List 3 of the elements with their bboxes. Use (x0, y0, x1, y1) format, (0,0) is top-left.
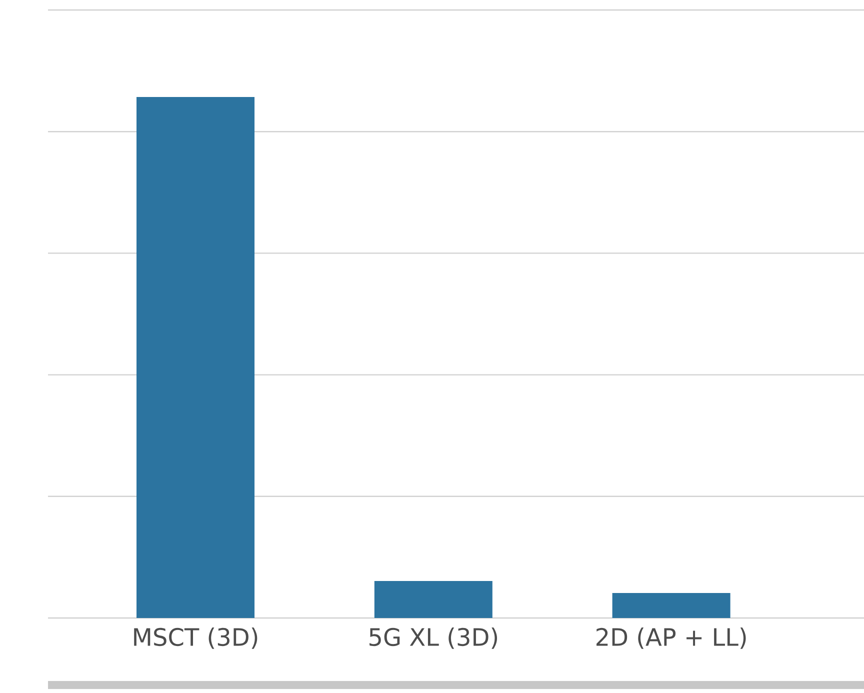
x-tick-label: 2D (AP + LL) (596, 628, 746, 649)
x-tick-label: MSCT (3D) (134, 628, 258, 649)
x-tick-label: 5G XL (3D) (370, 628, 498, 649)
